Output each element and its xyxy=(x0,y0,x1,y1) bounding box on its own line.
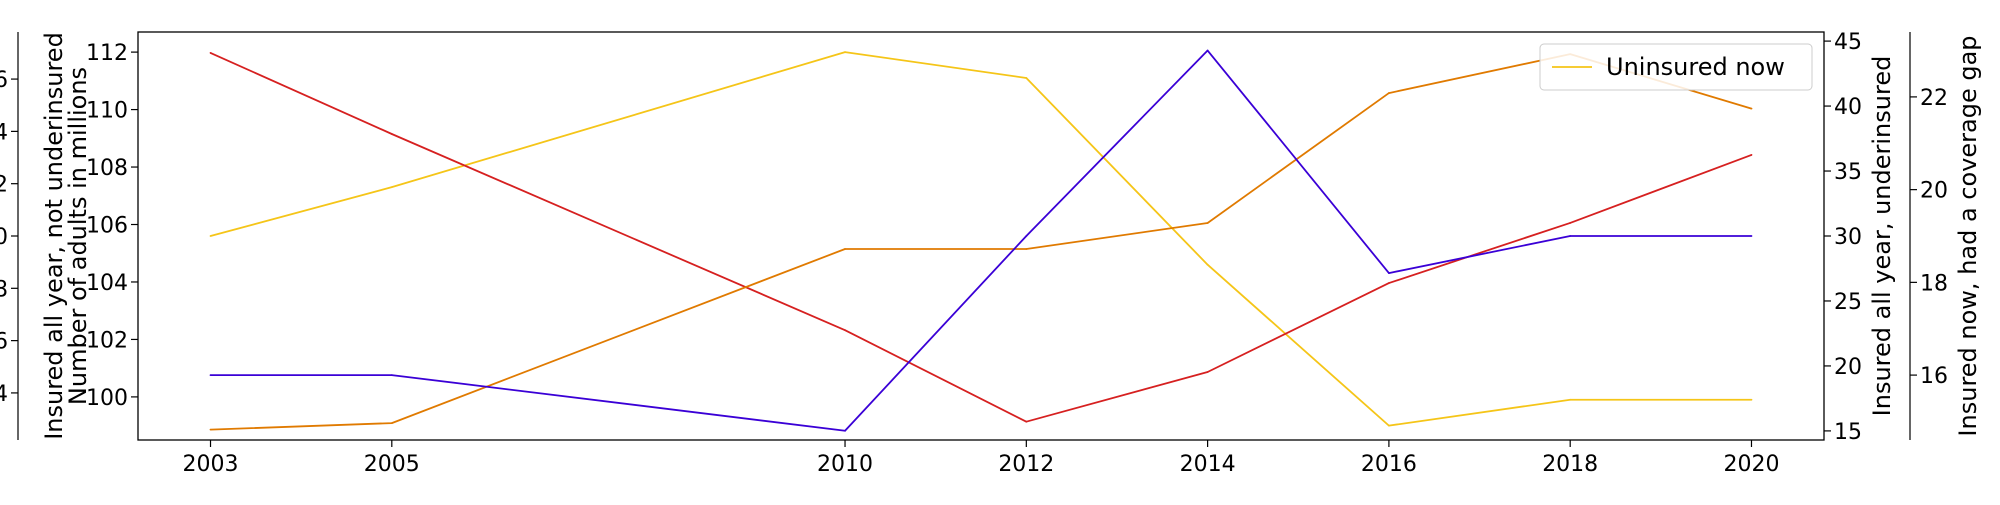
x-tick-label-2020: 2020 xyxy=(1723,452,1779,477)
series-0-point-2014 xyxy=(1206,263,1209,266)
series-1-point-2016 xyxy=(1388,282,1390,284)
series-2-point-2012 xyxy=(1025,248,1028,250)
legend-box xyxy=(1539,43,1813,91)
left_inner-axis-title: Number of adults in millions xyxy=(64,67,92,405)
series-3-point-2018 xyxy=(1569,235,1572,237)
right_inner-tick-label-15: 15 xyxy=(1834,420,1862,445)
x-tick-label-2003: 2003 xyxy=(183,452,239,477)
series-2-point-2010 xyxy=(844,248,846,250)
series-3-point-2012 xyxy=(1025,235,1028,237)
series-1-point-2020 xyxy=(1750,154,1753,156)
right_outer-tick-label-18: 18 xyxy=(1920,271,1948,296)
series-line-3 xyxy=(210,49,1752,432)
x-tick-label-2016: 2016 xyxy=(1361,452,1417,477)
left_outer-tick-label-24: 24 xyxy=(0,382,8,407)
left_inner-tick-label-104: 104 xyxy=(86,271,128,296)
legend-label-0: Uninsured now xyxy=(1606,53,1785,81)
series-1-point-2018 xyxy=(1569,222,1572,224)
series-line-1 xyxy=(210,52,1752,423)
x-tick-label-2010: 2010 xyxy=(817,452,873,477)
right_inner-tick-label-40: 40 xyxy=(1834,95,1862,120)
series-2-point-2005 xyxy=(390,422,393,425)
series-1-point-2012 xyxy=(1025,420,1028,423)
series-3-point-2014 xyxy=(1206,49,1209,52)
series-1-point-2010 xyxy=(844,329,846,332)
left_outer-axis-title: Insured all year, not underinsured xyxy=(40,32,68,440)
series-2-point-2003 xyxy=(209,428,212,431)
left_inner-tick-label-106: 106 xyxy=(86,214,128,239)
series-3-point-2005 xyxy=(390,374,393,376)
left_outer-tick-label-34: 34 xyxy=(0,120,8,145)
left_outer-tick-label-26: 26 xyxy=(0,330,8,355)
series-1-point-2005 xyxy=(390,133,393,135)
series-0-point-2010 xyxy=(844,51,846,54)
right_outer-tick-label-20: 20 xyxy=(1920,179,1948,204)
right_inner-tick-label-20: 20 xyxy=(1834,355,1862,380)
x-tick-label-2012: 2012 xyxy=(998,452,1054,477)
series-0-point-2016 xyxy=(1388,424,1390,427)
left_outer-tick-label-36: 36 xyxy=(0,68,8,93)
left_inner-tick-label-102: 102 xyxy=(86,328,128,353)
x-tick-label-2014: 2014 xyxy=(1180,452,1236,477)
left_outer-tick-label-30: 30 xyxy=(0,225,8,250)
series-3-point-2003 xyxy=(209,374,212,376)
series-0-point-2012 xyxy=(1025,77,1028,79)
right_outer-tick-label-16: 16 xyxy=(1920,364,1948,389)
right_outer-axis-title: Insured now, had a coverage gap xyxy=(1954,35,1982,436)
series-0-point-2003 xyxy=(209,235,212,237)
series-0-point-2020 xyxy=(1750,398,1753,401)
x-tick-label-2018: 2018 xyxy=(1542,452,1598,477)
right_inner-tick-label-45: 45 xyxy=(1834,30,1862,55)
series-2-point-2020 xyxy=(1750,107,1753,110)
right_outer-tick-label-22: 22 xyxy=(1920,86,1948,111)
right_inner-tick-label-25: 25 xyxy=(1834,290,1862,315)
right_inner-tick-label-30: 30 xyxy=(1834,225,1862,250)
series-1-point-2014 xyxy=(1206,371,1209,373)
left_inner-tick-label-100: 100 xyxy=(86,386,128,411)
right_inner-tick-label-35: 35 xyxy=(1834,160,1862,185)
series-3-point-2020 xyxy=(1750,235,1753,237)
series-0-point-2005 xyxy=(390,186,393,189)
series-0-point-2018 xyxy=(1569,398,1572,401)
series-2-point-2016 xyxy=(1388,92,1390,94)
series-line-2 xyxy=(210,53,1752,431)
right_inner-axis-title: Insured all year, underinsured xyxy=(1868,56,1896,417)
left_inner-tick-label-112: 112 xyxy=(86,41,128,66)
series-3-point-2016 xyxy=(1388,272,1390,274)
series-1-point-2003 xyxy=(209,52,212,54)
left_outer-tick-label-28: 28 xyxy=(0,277,8,302)
left_inner-tick-label-110: 110 xyxy=(86,99,128,124)
x-tick-label-2005: 2005 xyxy=(364,452,420,477)
left_inner-tick-label-108: 108 xyxy=(86,156,128,181)
left_outer-tick-label-32: 32 xyxy=(0,173,8,198)
series-2-point-2014 xyxy=(1206,222,1209,224)
series-line-0 xyxy=(210,51,1752,427)
series-3-point-2010 xyxy=(844,429,846,432)
